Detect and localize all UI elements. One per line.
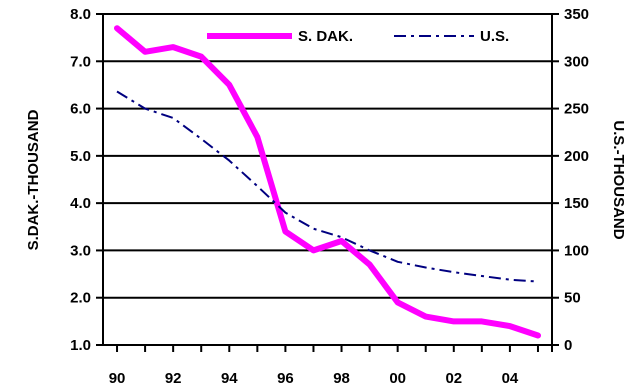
right-tick-label: 0 bbox=[564, 337, 572, 354]
series-line-u-s bbox=[116, 90, 539, 283]
right-tick-label: 50 bbox=[564, 290, 581, 307]
x-tick-label: 96 bbox=[277, 370, 294, 387]
right-tick-label: 300 bbox=[564, 53, 589, 70]
legend-label-s-dak: S. DAK. bbox=[298, 28, 353, 45]
x-tick-label: 98 bbox=[333, 370, 350, 387]
right-tick-label: 150 bbox=[564, 195, 589, 212]
series-line-s-dak bbox=[114, 25, 541, 339]
left-tick-label: 4.0 bbox=[70, 195, 91, 212]
series-group bbox=[114, 25, 541, 339]
right-tick-label: 100 bbox=[564, 242, 589, 259]
left-axis-ticks: 1.0 2.0 3.0 4.0 5.0 6.0 7.0 8.0 bbox=[70, 6, 103, 354]
right-tick-label: 350 bbox=[564, 6, 589, 23]
left-tick-label: 1.0 bbox=[70, 337, 91, 354]
axes bbox=[102, 14, 553, 346]
right-axis-ticks: 0 50 100 150 200 250 300 350 bbox=[552, 6, 589, 354]
left-tick-label: 7.0 bbox=[70, 53, 91, 70]
x-tick-label: 94 bbox=[221, 370, 238, 387]
gridlines bbox=[103, 13, 552, 299]
x-tick-label: 00 bbox=[389, 370, 406, 387]
left-axis-title: S.DAK.-THOUSAND bbox=[25, 109, 42, 250]
x-axis-ticks: 90 92 94 96 98 00 02 04 bbox=[109, 345, 553, 387]
legend: S. DAK. U.S. bbox=[207, 28, 509, 45]
left-tick-label: 5.0 bbox=[70, 148, 91, 165]
legend-label-us: U.S. bbox=[480, 28, 509, 45]
left-tick-label: 6.0 bbox=[70, 101, 91, 118]
left-tick-label: 3.0 bbox=[70, 242, 91, 259]
left-tick-label: 8.0 bbox=[70, 6, 91, 23]
right-tick-label: 200 bbox=[564, 148, 589, 165]
x-tick-label: 90 bbox=[109, 370, 126, 387]
x-tick-label: 04 bbox=[502, 370, 519, 387]
right-axis-title: U.S.-THOUSAND bbox=[610, 120, 627, 239]
left-tick-label: 2.0 bbox=[70, 290, 91, 307]
x-tick-label: 92 bbox=[165, 370, 182, 387]
right-tick-label: 250 bbox=[564, 101, 589, 118]
x-tick-label: 02 bbox=[445, 370, 462, 387]
